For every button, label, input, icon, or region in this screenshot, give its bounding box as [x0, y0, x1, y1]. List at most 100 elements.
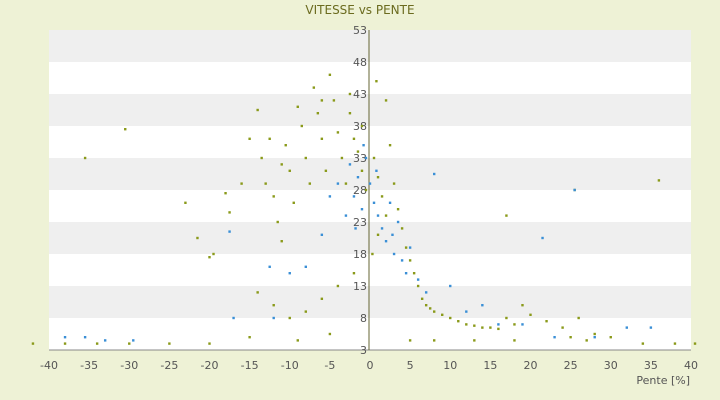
scatter-point	[320, 99, 324, 102]
scatter-point	[63, 342, 67, 345]
scatter-point	[336, 131, 340, 134]
x-tick-label: -5	[324, 359, 335, 372]
scatter-point	[248, 336, 251, 339]
scatter-point	[497, 327, 500, 331]
grid-band	[49, 254, 691, 286]
scatter-point	[352, 195, 356, 198]
scatter-point	[208, 342, 211, 345]
scatter-point	[328, 332, 332, 336]
x-tick-label: -35	[80, 359, 98, 372]
scatter-point	[308, 182, 312, 185]
scatter-point	[372, 156, 376, 160]
x-tick-label: 25	[564, 359, 578, 372]
scatter-point	[248, 137, 251, 140]
scatter-point	[473, 324, 476, 327]
scatter-point	[420, 297, 424, 300]
y-tick-label: 38	[353, 120, 367, 133]
scatter-point	[513, 339, 516, 342]
scatter-point	[529, 313, 532, 316]
scatter-point	[625, 326, 628, 329]
scatter-point	[396, 220, 400, 224]
scatter-point	[300, 124, 303, 128]
scatter-point	[380, 227, 384, 230]
data-points	[31, 73, 697, 345]
chart-title: VITESSE vs PENTE	[305, 3, 414, 17]
scatter-point	[372, 201, 376, 204]
scatter-point	[272, 195, 275, 198]
scatter-point	[412, 272, 416, 275]
scatter-point	[481, 326, 484, 329]
scatter-point	[340, 156, 344, 160]
scatter-point	[348, 112, 352, 115]
scatter-point	[392, 252, 396, 256]
scatter-point	[593, 332, 596, 336]
scatter-point	[352, 137, 356, 140]
scatter-point	[132, 339, 135, 342]
scatter-point	[473, 339, 476, 342]
scatter-point	[208, 256, 211, 259]
scatter-point	[228, 211, 231, 214]
scatter-point	[103, 339, 107, 342]
x-tick-label: -40	[40, 359, 58, 372]
scatter-point	[324, 169, 328, 172]
scatter-point	[384, 99, 388, 102]
scatter-point	[360, 124, 364, 128]
scatter-point	[513, 323, 516, 326]
scatter-point	[505, 214, 508, 217]
scatter-point	[268, 137, 271, 140]
scatter-point	[433, 310, 436, 313]
scatter-point	[521, 304, 524, 307]
scatter-point	[400, 227, 404, 230]
scatter-point	[288, 272, 291, 275]
y-tick-label: 23	[353, 216, 367, 229]
scatter-point	[433, 339, 436, 342]
scatter-point	[280, 163, 283, 166]
grid-bands	[49, 30, 691, 350]
scatter-point	[124, 128, 127, 131]
y-tick-label: 28	[353, 184, 367, 197]
grid-band	[49, 222, 691, 254]
scatter-point	[641, 342, 645, 345]
scatter-point	[95, 342, 99, 345]
x-tick-label: 0	[367, 359, 374, 372]
scatter-point	[424, 304, 428, 307]
scatter-point	[292, 201, 295, 204]
y-tick-label: 33	[353, 152, 367, 165]
scatter-point	[356, 176, 360, 179]
scatter-point	[585, 339, 588, 342]
x-tick-label: -30	[120, 359, 138, 372]
scatter-point	[408, 246, 412, 249]
x-tick-label: -20	[201, 359, 219, 372]
scatter-point	[63, 336, 67, 339]
scatter-point	[348, 92, 352, 96]
scatter-point	[354, 227, 357, 230]
scatter-point	[360, 169, 364, 172]
scatter-point	[328, 73, 332, 76]
scatter-point	[449, 316, 452, 320]
scatter-point	[408, 339, 412, 342]
y-tick-label: 13	[353, 280, 367, 293]
grid-band	[49, 190, 691, 222]
scatter-point	[376, 233, 380, 236]
scatter-point	[232, 316, 235, 320]
scatter-point	[375, 169, 378, 172]
scatter-point	[128, 342, 131, 345]
x-tick-label: 5	[407, 359, 414, 372]
scatter-point	[384, 240, 388, 243]
scatter-point	[168, 342, 171, 345]
scatter-point	[609, 336, 612, 339]
y-tick-label: 3	[360, 344, 367, 357]
grid-band	[49, 126, 691, 158]
scatter-point	[428, 307, 432, 310]
scatter-point	[545, 320, 548, 323]
scatter-point	[673, 342, 677, 345]
scatter-point	[416, 284, 420, 288]
scatter-point	[376, 214, 380, 217]
scatter-point	[375, 80, 378, 83]
scatter-point	[362, 144, 365, 147]
x-tick-label: 20	[524, 359, 538, 372]
scatter-point	[396, 208, 400, 211]
scatter-point	[352, 272, 356, 275]
x-tick-label: 15	[483, 359, 497, 372]
